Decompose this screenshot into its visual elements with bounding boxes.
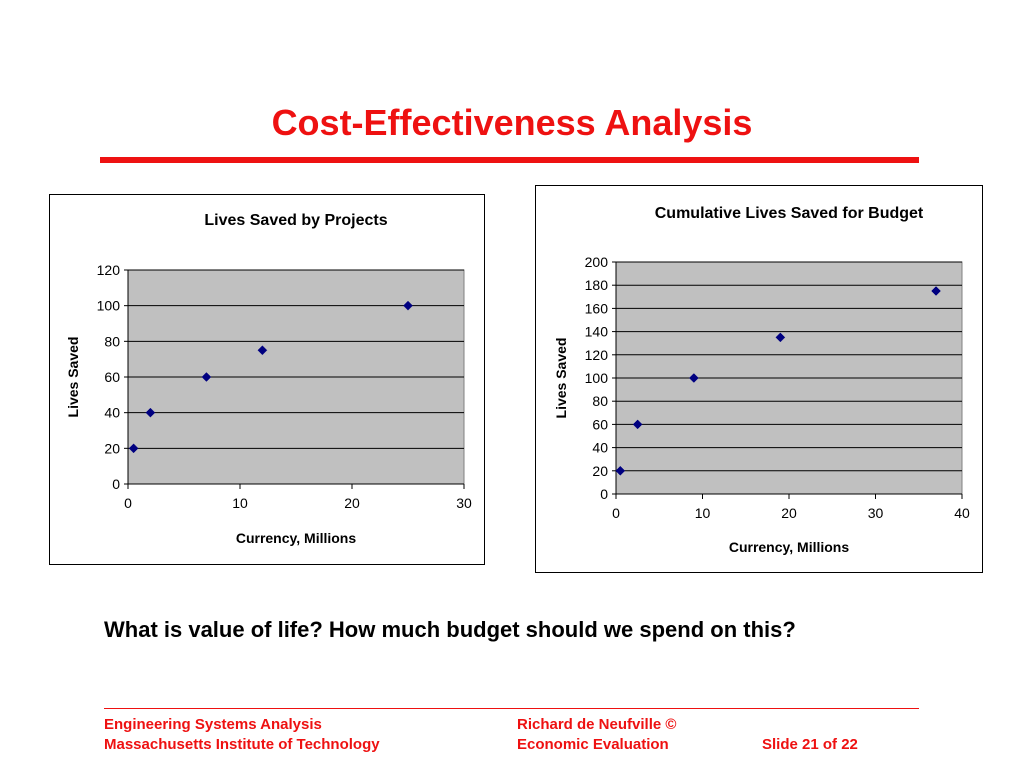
data-point xyxy=(775,332,786,343)
cumulative-lives-saved-chart: Cumulative Lives Saved for Budget 0 20 40 60… xyxy=(535,185,983,573)
x-tick-label: 20 xyxy=(781,505,797,521)
data-point xyxy=(931,286,941,296)
x-tick-label: 10 xyxy=(232,495,248,511)
footer-course-name: Engineering Systems Analysis xyxy=(104,716,322,733)
x-tick-label: 30 xyxy=(456,495,472,511)
y-tick-label: 20 xyxy=(104,440,120,456)
data-point xyxy=(145,407,156,418)
chart-title: Cumulative Lives Saved for Budget xyxy=(655,205,924,222)
y-tick-label: 200 xyxy=(585,254,609,270)
y-tick-label: 0 xyxy=(600,486,608,502)
y-tick-label: 100 xyxy=(97,298,121,314)
footer-slide-number: Slide 21 of 22 xyxy=(762,736,858,753)
data-point xyxy=(403,300,413,311)
footer-rule xyxy=(104,708,919,709)
y-tick-label: 180 xyxy=(585,277,609,293)
y-tick-label: 80 xyxy=(104,333,120,349)
x-tick-label: 0 xyxy=(124,495,132,511)
title-underline xyxy=(100,157,919,163)
footer-author: Richard de Neufville © xyxy=(517,716,677,733)
x-tick-label: 40 xyxy=(954,505,970,521)
footer-topic: Economic Evaluation xyxy=(517,736,669,753)
y-tick-label: 120 xyxy=(97,262,121,278)
y-tick-label: 40 xyxy=(592,440,608,456)
footer-institution: Massachusetts Institute of Technology xyxy=(104,736,380,753)
x-tick-label: 0 xyxy=(612,505,620,521)
y-tick-label: 100 xyxy=(585,370,609,386)
chart-svg: Lives Saved by Projects 0 20 40 60 80 100 120 0 1… xyxy=(65,212,472,546)
x-tick-label: 20 xyxy=(344,495,360,511)
data-point xyxy=(201,372,212,382)
y-tick-label: 120 xyxy=(585,347,609,363)
y-tick-label: 140 xyxy=(585,324,609,340)
data-point xyxy=(688,373,699,383)
data-point xyxy=(257,345,268,356)
y-tick-label: 60 xyxy=(104,369,120,385)
chart-svg: Cumulative Lives Saved for Budget 0 20 40 60… xyxy=(553,205,970,555)
lives-saved-by-projects-chart: Lives Saved by Projects 0 20 40 60 80 100 120 0 1… xyxy=(49,194,485,565)
x-tick-label: 10 xyxy=(695,505,711,521)
data-point xyxy=(615,465,626,476)
y-axis-label: Lives Saved xyxy=(553,338,569,419)
y-tick-label: 60 xyxy=(592,416,608,432)
y-tick-label: 20 xyxy=(592,463,608,479)
question-text: What is value of life? How much budget s… xyxy=(104,617,796,642)
x-axis-label: Currency, Millions xyxy=(236,530,357,546)
y-tick-label: 160 xyxy=(585,300,609,316)
y-tick-label: 80 xyxy=(592,393,608,409)
y-tick-label: 0 xyxy=(112,476,120,492)
data-point xyxy=(128,443,139,454)
data-point xyxy=(632,419,643,430)
slide-title: Cost-Effectiveness Analysis xyxy=(271,102,753,143)
y-axis-label: Lives Saved xyxy=(65,337,81,418)
chart-title: Lives Saved by Projects xyxy=(204,212,387,229)
x-axis-label: Currency, Millions xyxy=(729,539,850,555)
y-tick-label: 40 xyxy=(104,405,120,421)
x-tick-label: 30 xyxy=(868,505,884,521)
